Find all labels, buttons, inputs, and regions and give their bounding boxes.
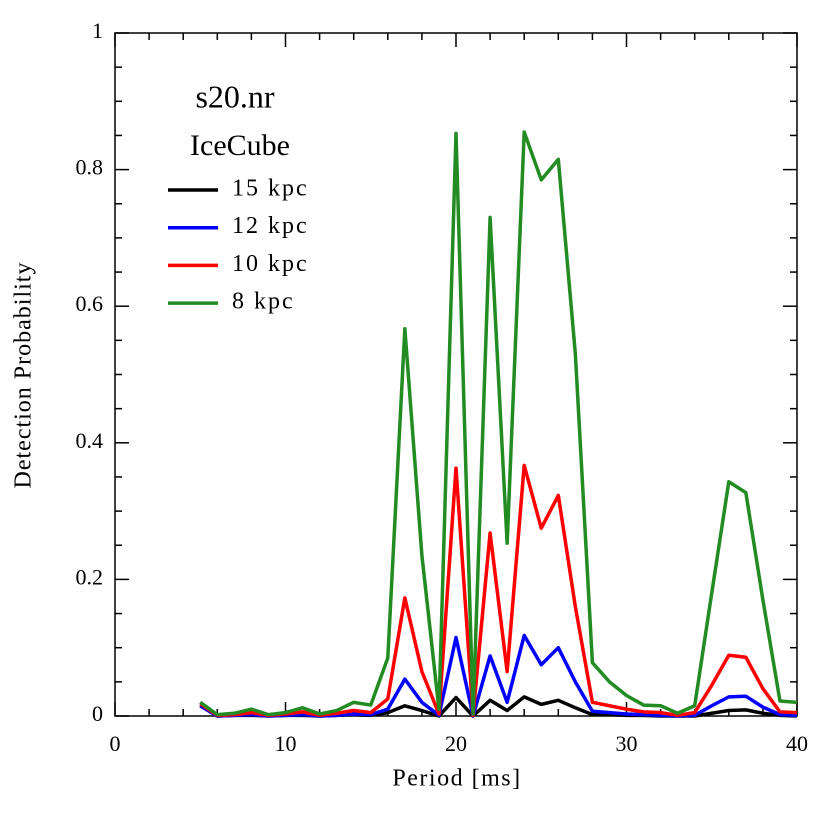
y-axis-label: Detection Probability [11,262,37,489]
x-tick-label: 20 [445,731,467,756]
x-axis-label: Period [ms] [392,766,521,792]
y-tick-label: 0.2 [76,564,104,589]
y-tick-label: 0.6 [76,291,104,316]
x-tick-label: 10 [275,731,297,756]
y-tick-label: 0 [92,701,103,726]
series-line [199,633,798,718]
legend-label: 15 kpc [232,176,309,202]
chart-subtitle: IceCube [190,129,290,162]
x-tick-label: 40 [786,731,808,756]
legend-label: 8 kpc [232,289,295,315]
legend-label: 12 kpc [232,213,309,239]
series-line [199,463,798,718]
series-line [199,130,798,717]
y-tick-label: 0.4 [76,428,104,453]
x-tick-label: 30 [616,731,638,756]
y-tick-label: 0.8 [76,155,104,180]
y-tick-label: 1 [92,18,103,43]
legend-label: 10 kpc [232,251,309,277]
chart-title: s20.nr [195,78,274,114]
x-tick-label: 0 [110,731,121,756]
